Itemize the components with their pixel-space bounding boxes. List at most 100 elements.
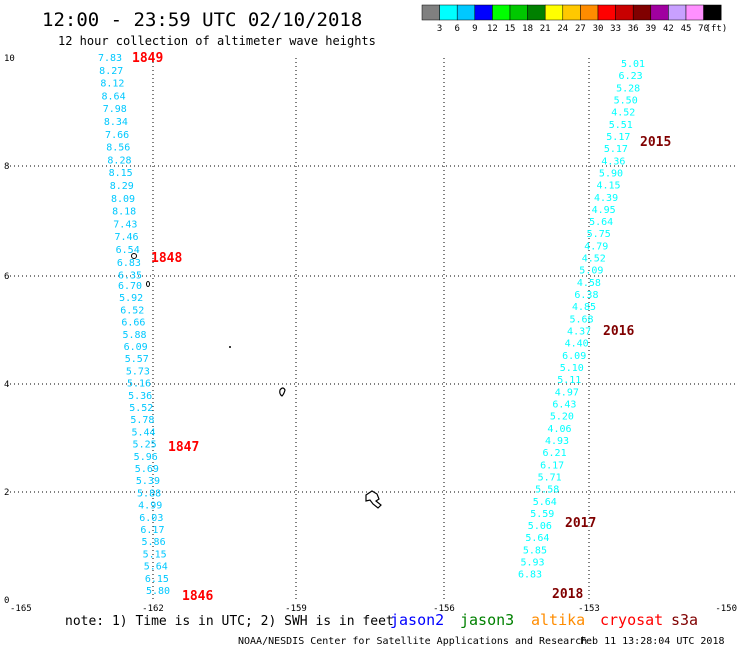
x-tick-label: -162 (142, 604, 164, 614)
legend-swatch-16 (685, 4, 704, 21)
wave-height-value: 5.64 (589, 217, 613, 228)
wave-height-value: 6.43 (552, 399, 576, 410)
wave-height-value: 8.27 (99, 66, 123, 77)
island-kauai-shape (131, 253, 137, 259)
wave-height-value: 4.99 (138, 501, 162, 512)
wave-height-value: 8.15 (109, 168, 133, 179)
wave-height-value: 8.64 (102, 91, 126, 102)
y-tick-label: 6 (4, 272, 9, 282)
island-small-shape (229, 346, 231, 348)
wave-height-value: 8.09 (111, 194, 135, 205)
legend-swatch-9 (562, 4, 581, 21)
wave-height-value: 6.03 (139, 513, 163, 524)
wave-height-value: 6.17 (540, 460, 564, 471)
legend-swatch-7 (527, 4, 546, 21)
wave-height-value: 4.79 (584, 241, 608, 252)
wave-height-value: 5.73 (126, 366, 150, 377)
wave-height-value: 4.39 (594, 193, 618, 204)
pass-label-1847: 1847 (168, 440, 199, 455)
pass-label-1848: 1848 (151, 251, 182, 266)
x-tick-label: -165 (10, 604, 32, 614)
wave-height-value: 4.40 (565, 339, 589, 350)
color-legend: 3 6 9 12 15 18 21 24 27 30 33 36 39 42 45 70(ft) (421, 4, 727, 34)
wave-height-value: 5.06 (528, 521, 552, 532)
wave-height-value: 7.66 (105, 130, 129, 141)
x-tick-label: -150 (715, 604, 737, 614)
wave-height-value: 6.17 (140, 525, 164, 536)
wave-height-value: 5.93 (520, 558, 544, 569)
wave-height-value: 5.96 (134, 452, 158, 463)
wave-height-value: 7.46 (114, 232, 138, 243)
wave-height-value: 4.95 (592, 205, 616, 216)
legend-label: 6 (454, 24, 459, 34)
legend-label: 42 (663, 24, 674, 34)
wave-height-value: 4.06 (547, 424, 571, 435)
wave-height-value: 4.52 (582, 254, 606, 265)
wave-height-value: 5.68 (570, 314, 594, 325)
wave-height-value: 6.83 (518, 570, 542, 581)
wave-height-value: 6.23 (619, 71, 643, 82)
wave-height-value: 6.21 (543, 448, 567, 459)
legend-label: 3 (437, 24, 442, 34)
wave-height-value: 4.52 (611, 108, 635, 119)
island-oahu-shape (146, 281, 150, 287)
footer-note: note: 1) Time is in UTC; 2) SWH is in fe… (65, 614, 394, 629)
footer-credit: NOAA/NESDIS Center for Satellite Applica… (238, 636, 587, 647)
legend-swatch-14 (650, 4, 669, 21)
legend-label: 12 (487, 24, 498, 34)
satellite-cryosat: cryosat (600, 611, 663, 629)
x-tick-label: -156 (433, 604, 455, 614)
wave-height-value: 4.58 (577, 278, 601, 289)
island-outlines (131, 253, 382, 509)
legend-swatch-6 (509, 4, 528, 21)
wave-height-value: 6.66 (121, 318, 145, 329)
satellite-altika: altika (531, 611, 585, 629)
pass-label-2016: 2016 (603, 324, 634, 339)
wave-height-value: 5.64 (533, 497, 557, 508)
wave-height-value: 5.25 (133, 440, 157, 451)
wave-height-value: 4.15 (596, 181, 620, 192)
pass-label-2015: 2015 (640, 135, 671, 150)
page-title: 12:00 - 23:59 UTC 02/10/2018 (42, 9, 362, 31)
wave-height-value: 7.83 (98, 53, 122, 64)
wave-height-value: 5.64 (144, 562, 168, 573)
wave-height-value: 5.86 (142, 537, 166, 548)
pass-labels: 1849 1848 1847 1846 2015 2016 2017 2018 (132, 51, 671, 604)
wave-height-value: 5.39 (136, 476, 160, 487)
legend-label: 33 (610, 24, 621, 34)
wave-height-value: 5.85 (523, 545, 547, 556)
legend-swatch-5 (492, 4, 511, 21)
wave-height-value: 4.85 (572, 302, 596, 313)
legend-swatch-3 (456, 4, 476, 21)
legend-swatch-13 (632, 4, 652, 21)
legend-label: 36 (628, 24, 639, 34)
x-tick-label: -159 (285, 604, 307, 614)
pass-label-2017: 2017 (565, 516, 596, 531)
x-tick-label: -153 (578, 604, 600, 614)
wave-height-value: 6.54 (116, 245, 140, 256)
wave-height-value: 5.16 (127, 379, 151, 390)
wave-height-value: 5.57 (125, 354, 149, 365)
pass-label-2018: 2018 (552, 587, 583, 602)
wave-height-passes: 7.83 8.27 8.128.64 7.98 8.34 7.66 8.568.28 8.15… (98, 53, 645, 597)
satellite-s3a: s3a (671, 611, 698, 629)
legend-swatch-15 (668, 4, 687, 21)
wave-height-value: 5.09 (579, 266, 603, 277)
wave-height-value: 4.97 (555, 387, 579, 398)
legend-swatch-12 (615, 4, 634, 21)
wave-height-value: 6.83 (117, 258, 141, 269)
wave-height-value: 5.90 (599, 168, 623, 179)
wave-height-value: 7.43 (113, 219, 137, 230)
legend-swatch-1 (421, 4, 440, 21)
wave-height-value: 5.11 (557, 375, 581, 386)
legend-label: 39 (645, 24, 656, 34)
wave-height-value: 5.80 (146, 586, 170, 597)
page-subtitle: 12 hour collection of altimeter wave hei… (58, 34, 376, 48)
wave-height-value: 5.50 (614, 95, 638, 106)
legend-label: 21 (540, 24, 551, 34)
pass-label-1846: 1846 (182, 589, 213, 604)
wave-height-value: 6.15 (145, 574, 169, 585)
legend-label: 30 (593, 24, 604, 34)
